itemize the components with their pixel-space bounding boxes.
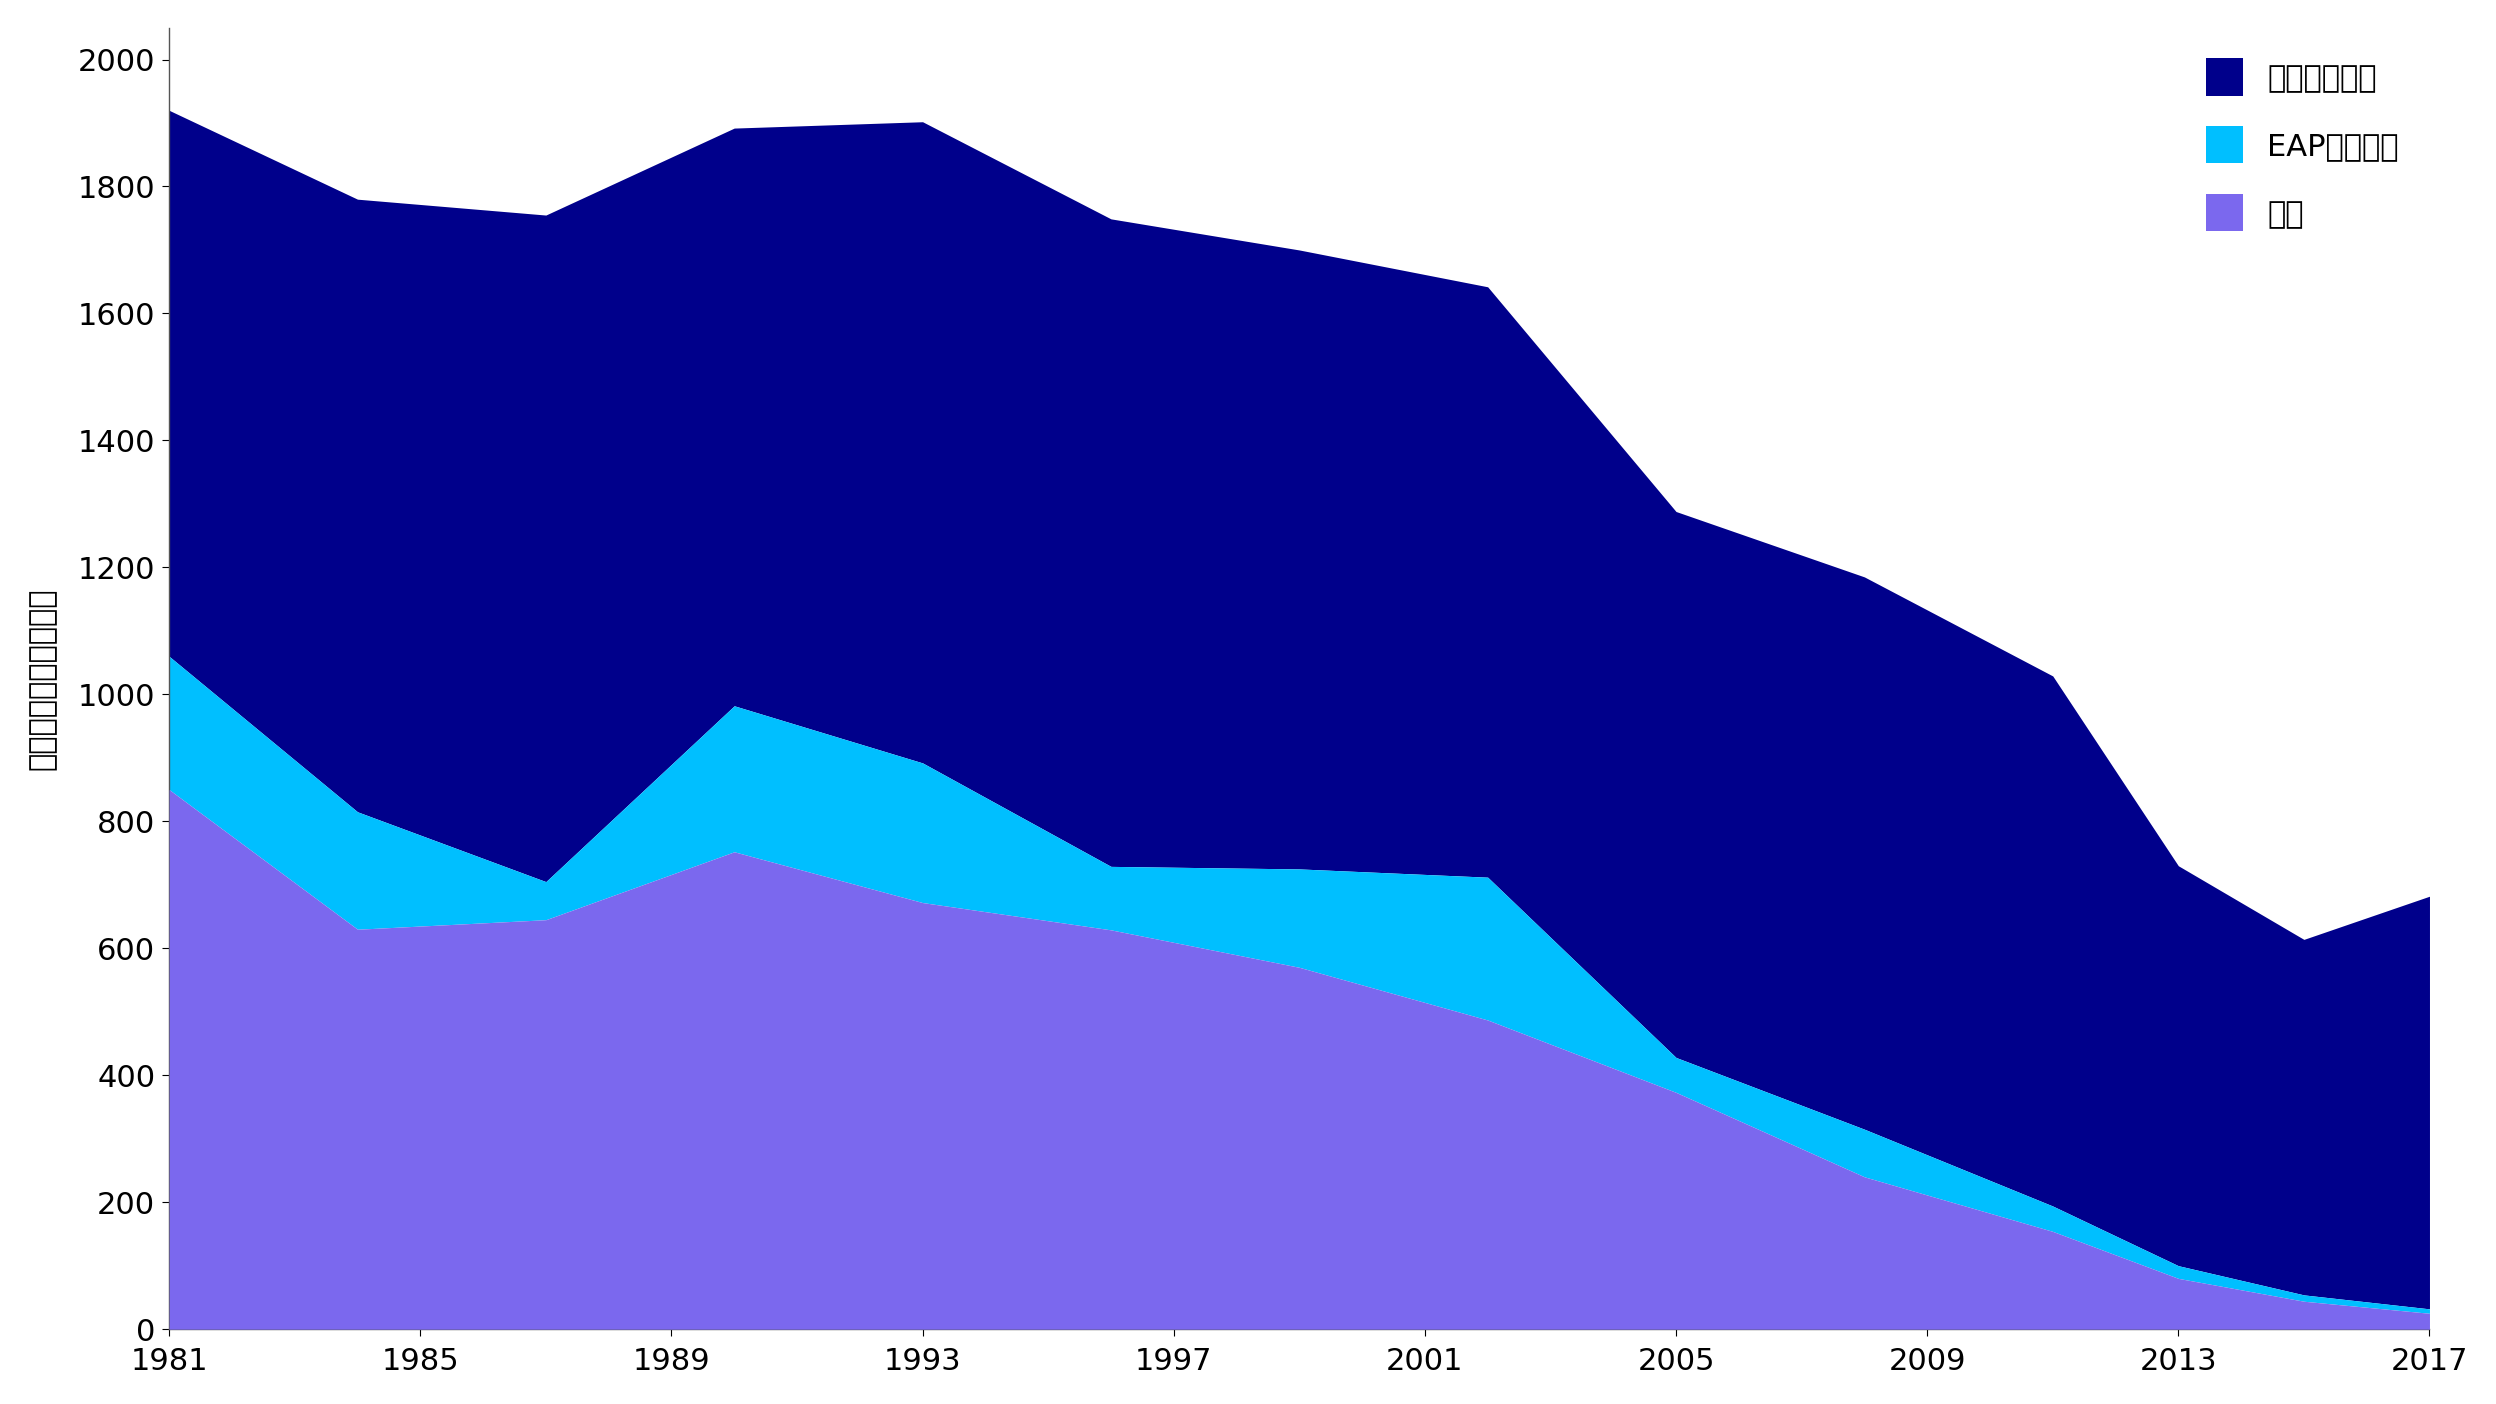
Legend: 全球其他地方, EAP其他地方, 中國: 全球其他地方, EAP其他地方, 中國 xyxy=(2191,44,2414,247)
Y-axis label: 極度貧困人口（百萬）: 極度貧困人口（百萬） xyxy=(27,587,57,769)
